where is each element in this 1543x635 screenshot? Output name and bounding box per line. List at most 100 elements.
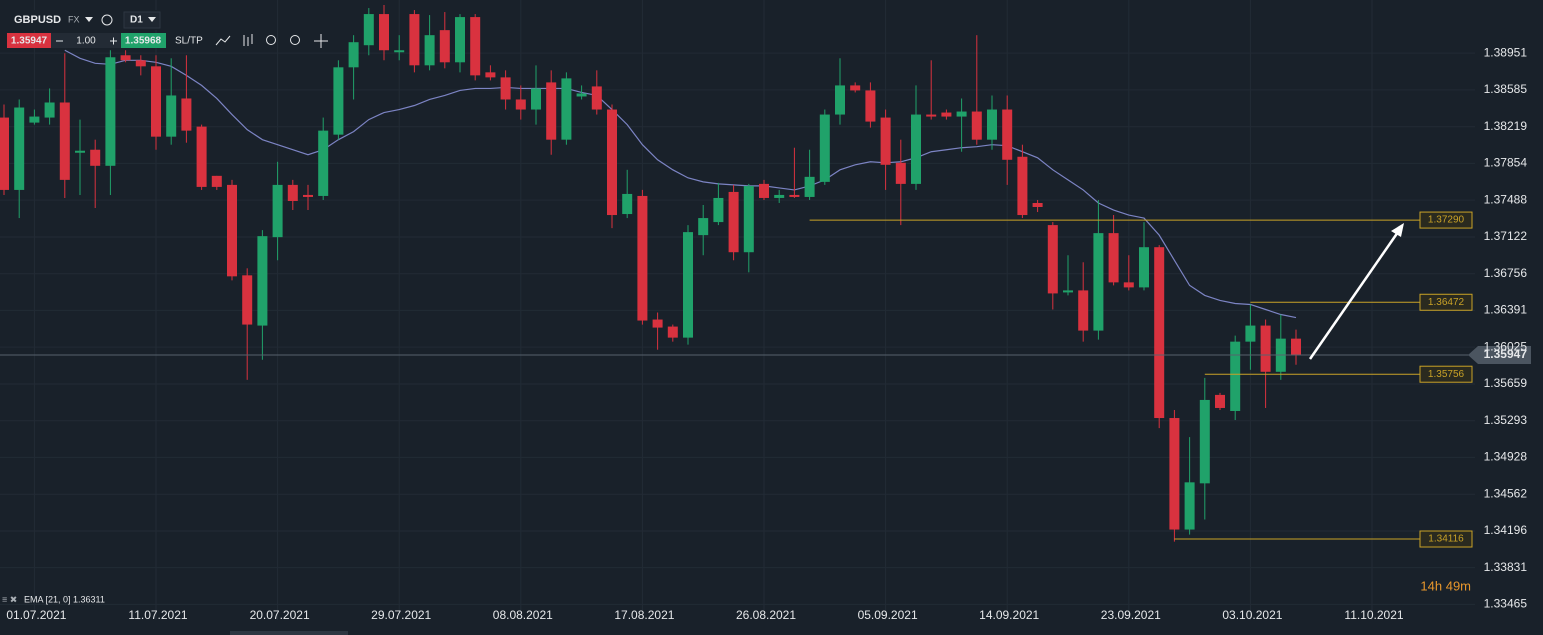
x-tick-label: 11.07.2021 bbox=[128, 608, 187, 622]
body bbox=[987, 109, 997, 140]
y-tick-label: 1.34196 bbox=[1484, 523, 1528, 537]
ema bbox=[64, 49, 1297, 319]
scrollbar[interactable] bbox=[230, 631, 348, 635]
y-tick-label: 1.34928 bbox=[1484, 450, 1528, 464]
body bbox=[303, 194, 313, 197]
zoom-in[interactable] bbox=[290, 35, 300, 45]
body bbox=[850, 85, 861, 91]
ask-box[interactable] bbox=[121, 33, 166, 48]
level-box bbox=[1419, 530, 1473, 548]
bid[interactable]: 1.35947 bbox=[11, 36, 48, 47]
level-box bbox=[1419, 293, 1473, 311]
body bbox=[470, 17, 481, 76]
body bbox=[211, 175, 222, 187]
level-box bbox=[1419, 365, 1473, 383]
body bbox=[1078, 290, 1089, 331]
body bbox=[1047, 225, 1058, 294]
body bbox=[59, 102, 70, 180]
body bbox=[1108, 233, 1119, 283]
body bbox=[196, 126, 207, 187]
body bbox=[804, 176, 815, 197]
body bbox=[895, 162, 906, 184]
move-icon[interactable] bbox=[314, 34, 328, 48]
quantity-box[interactable] bbox=[51, 33, 121, 48]
draw-icon[interactable] bbox=[215, 35, 231, 46]
body bbox=[257, 236, 268, 326]
body bbox=[318, 130, 329, 196]
body bbox=[333, 67, 344, 135]
body bbox=[1032, 202, 1043, 208]
body bbox=[1002, 109, 1013, 160]
body bbox=[911, 114, 921, 184]
body bbox=[1215, 394, 1225, 408]
body bbox=[515, 99, 526, 110]
y-tick-label: 1.38951 bbox=[1484, 45, 1528, 59]
body bbox=[1139, 247, 1149, 288]
level-label: 1.35756 bbox=[1428, 369, 1465, 380]
y-tick-label: 1.36756 bbox=[1484, 266, 1528, 280]
ema-legend: EMA [21, 0] 1.36311 bbox=[24, 594, 105, 604]
y-tick-label: 1.37122 bbox=[1484, 229, 1528, 243]
dropdown[interactable] bbox=[85, 17, 93, 22]
symbol[interactable]: GBPUSD bbox=[14, 14, 61, 26]
body bbox=[29, 116, 40, 123]
ema-line bbox=[64, 49, 1297, 319]
body bbox=[227, 184, 237, 277]
y-tick-label: 1.33465 bbox=[1484, 597, 1528, 611]
grid bbox=[0, 0, 1475, 620]
body bbox=[1169, 418, 1180, 530]
info-icon[interactable] bbox=[101, 14, 113, 26]
ask[interactable]: 1.35968 bbox=[125, 36, 162, 47]
x-tick-label: 05.09.2021 bbox=[858, 608, 918, 622]
body bbox=[166, 95, 177, 137]
body bbox=[348, 42, 359, 68]
bid-box[interactable] bbox=[7, 33, 51, 48]
indicator-icon[interactable] bbox=[243, 34, 253, 46]
zoom-out[interactable] bbox=[266, 35, 276, 45]
y-tick-label: 1.34562 bbox=[1484, 486, 1528, 500]
y-tick-label: 1.35293 bbox=[1484, 413, 1528, 427]
body bbox=[941, 112, 952, 117]
body bbox=[394, 50, 405, 53]
body bbox=[926, 114, 937, 117]
body bbox=[409, 14, 420, 66]
body bbox=[120, 55, 131, 61]
level-label: 1.37290 bbox=[1428, 215, 1465, 226]
body bbox=[683, 232, 693, 338]
level-label: 1.36472 bbox=[1428, 297, 1465, 308]
x-tick-label: 20.07.2021 bbox=[250, 608, 310, 622]
body bbox=[1063, 290, 1073, 293]
body bbox=[759, 183, 769, 198]
body bbox=[1260, 325, 1271, 372]
body bbox=[819, 114, 830, 182]
price-tag bbox=[1468, 346, 1531, 365]
body bbox=[1123, 282, 1134, 288]
axis: 1.38951 1.38585 1.38219 1.37854 1.37488 1.371… bbox=[6, 45, 1527, 622]
timeframe[interactable]: D1 bbox=[130, 15, 143, 26]
x-tick-label: 26.08.2021 bbox=[736, 608, 796, 622]
timeframe-box[interactable] bbox=[123, 11, 161, 29]
x-tick-label: 11.10.2021 bbox=[1344, 608, 1403, 622]
price-tag-label: 1.35947 bbox=[1484, 347, 1528, 361]
x-tick-label: 14.09.2021 bbox=[979, 608, 1039, 622]
body bbox=[1017, 156, 1028, 216]
dropdown[interactable] bbox=[148, 17, 156, 22]
body bbox=[424, 35, 435, 66]
body bbox=[956, 111, 967, 117]
y-tick-label: 1.37854 bbox=[1484, 156, 1528, 170]
body bbox=[591, 86, 602, 110]
y-tick-label: 1.37488 bbox=[1484, 192, 1528, 206]
body bbox=[287, 184, 298, 201]
body bbox=[44, 102, 55, 118]
quantity[interactable]: 1.00 bbox=[76, 36, 96, 47]
body bbox=[500, 77, 511, 100]
body bbox=[971, 111, 982, 140]
body bbox=[1230, 341, 1241, 411]
body bbox=[880, 117, 891, 165]
legend-icons[interactable]: ≡ ✖ bbox=[2, 594, 17, 604]
arrow-head bbox=[1391, 223, 1404, 237]
sltp[interactable]: SL/TP bbox=[175, 36, 203, 47]
body bbox=[485, 72, 496, 78]
body bbox=[607, 109, 617, 216]
